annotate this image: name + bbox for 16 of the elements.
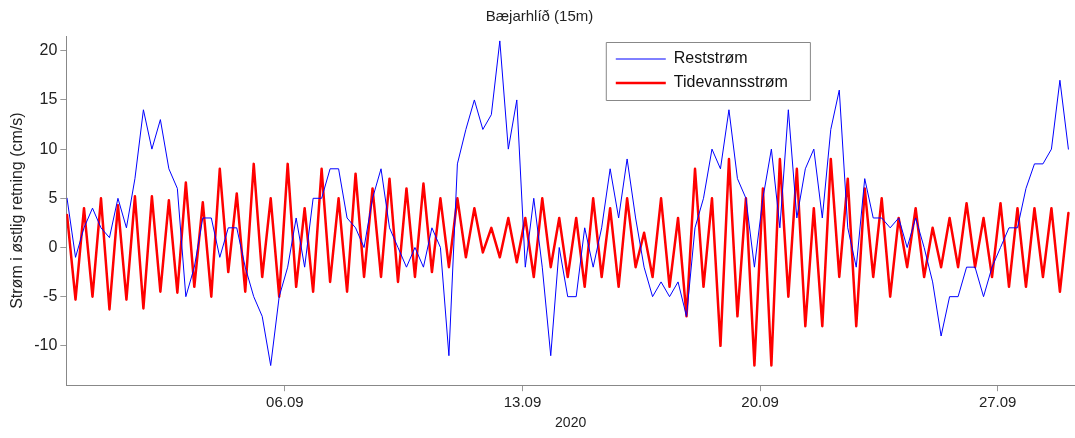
x-tick-label: 20.09 bbox=[741, 393, 779, 411]
x-tick-label: 27.09 bbox=[978, 393, 1017, 411]
x-axis-title: 2020 bbox=[555, 414, 587, 431]
chart-title: Bæjarhlíð (15m) bbox=[485, 7, 594, 25]
legend-label: Reststrøm bbox=[673, 49, 748, 67]
y-tick-label: 15 bbox=[39, 90, 58, 108]
y-tick-label: 5 bbox=[48, 188, 58, 206]
y-tick-label: -5 bbox=[43, 287, 58, 305]
x-tick-label: 06.09 bbox=[266, 393, 304, 411]
y-tick-label: -10 bbox=[34, 336, 58, 354]
y-axis-title: Strøm i østlig retning (cm/s) bbox=[8, 112, 26, 309]
legend-label: Tidevannsstrøm bbox=[673, 73, 788, 91]
y-tick-label: 20 bbox=[39, 41, 58, 59]
y-tick-label: 0 bbox=[48, 237, 58, 255]
x-tick-label: 13.09 bbox=[503, 393, 542, 411]
y-tick-label: 10 bbox=[39, 139, 58, 157]
